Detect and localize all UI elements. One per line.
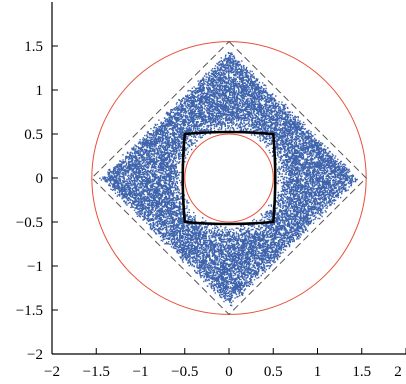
dashed-diamond <box>91 40 367 316</box>
y-tick-label: 1 <box>36 83 44 99</box>
y-tick-label: 0.5 <box>24 127 43 143</box>
y-tick-label: −2 <box>27 347 43 363</box>
x-tick-label: −2 <box>44 364 60 380</box>
y-axis-ticks: −2 −1.5 −1 −0.5 0 0.5 1 1.5 <box>16 39 58 363</box>
point-cloud <box>99 51 358 307</box>
inner-circle <box>184 133 274 223</box>
x-tick-label: 1.5 <box>352 364 371 380</box>
scatter-points <box>99 51 358 307</box>
y-tick-label: −0.5 <box>16 215 43 231</box>
x-tick-label: −0.5 <box>171 364 198 380</box>
y-tick-label: −1.5 <box>16 303 43 319</box>
x-tick-label: 0 <box>225 364 233 380</box>
overlays <box>91 40 367 316</box>
x-tick-label: −1.5 <box>83 364 110 380</box>
x-tick-label: 1 <box>314 364 322 380</box>
rounded-square <box>181 130 277 226</box>
x-axis-ticks: −2 −1.5 −1 −0.5 0 0.5 1 1.5 2 <box>44 348 406 380</box>
x-tick-label: 0.5 <box>264 364 283 380</box>
x-tick-label: 2 <box>394 364 402 380</box>
y-tick-label: −1 <box>27 259 43 275</box>
y-tick-label: 0 <box>36 171 44 187</box>
x-tick-label: −1 <box>133 364 149 380</box>
y-tick-label: 1.5 <box>24 39 43 55</box>
